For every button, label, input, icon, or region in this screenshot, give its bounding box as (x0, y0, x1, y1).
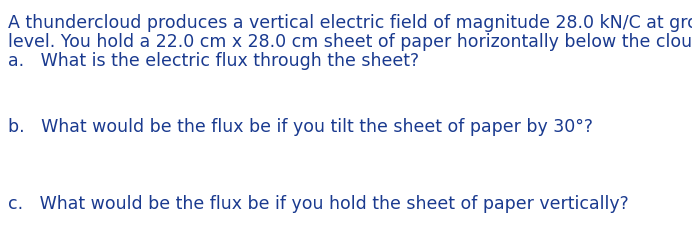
Text: b.   What would be the flux be if you tilt the sheet of paper by 30°?: b. What would be the flux be if you tilt… (8, 118, 593, 136)
Text: c.   What would be the flux be if you hold the sheet of paper vertically?: c. What would be the flux be if you hold… (8, 195, 629, 213)
Text: level. You hold a 22.0 cm x 28.0 cm sheet of paper horizontally below the cloud.: level. You hold a 22.0 cm x 28.0 cm shee… (8, 33, 692, 51)
Text: A thundercloud produces a vertical electric field of magnitude 28.0 kN/C at grou: A thundercloud produces a vertical elect… (8, 14, 692, 32)
Text: a.   What is the electric flux through the sheet?: a. What is the electric flux through the… (8, 52, 419, 70)
